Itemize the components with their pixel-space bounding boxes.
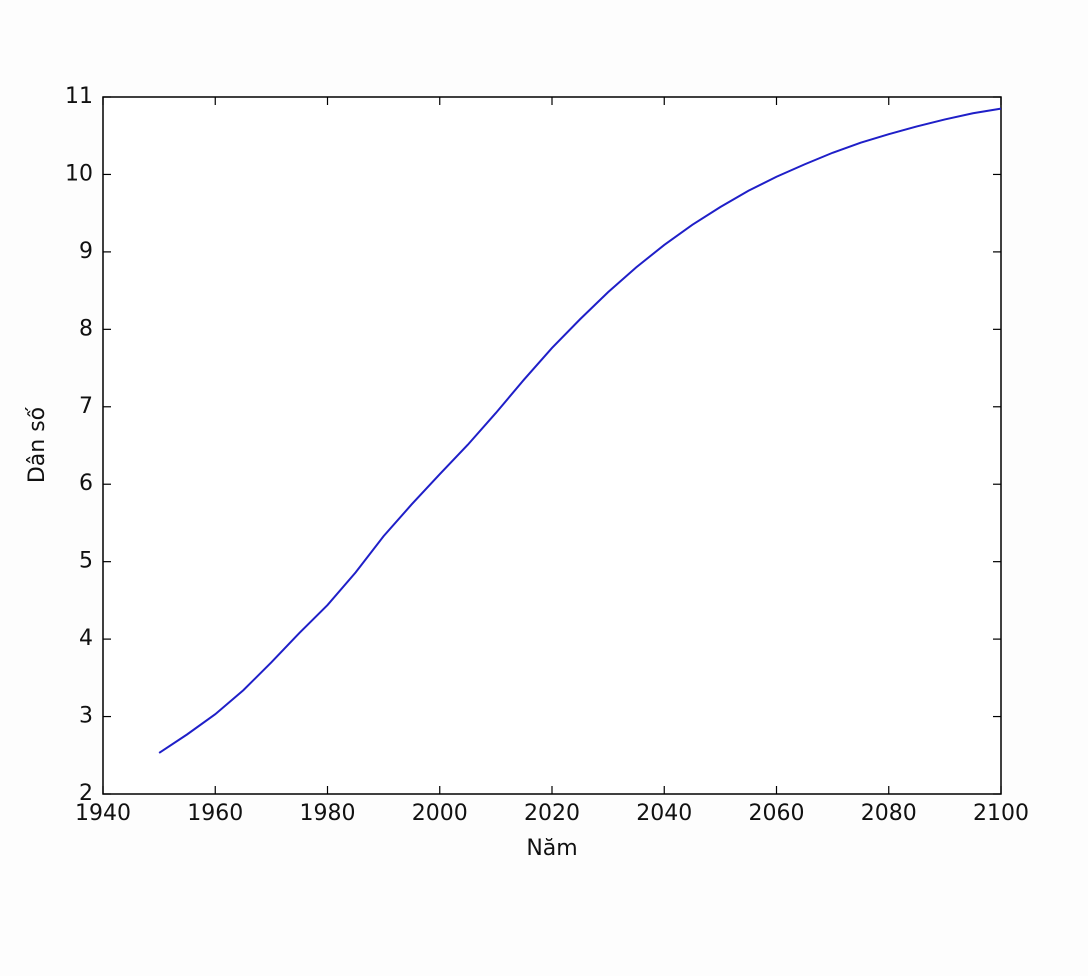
x-tick-label: 2040 — [636, 801, 692, 826]
x-tick-label: 2020 — [524, 801, 580, 826]
y-tick-label: 2 — [79, 781, 93, 806]
y-tick-label: 6 — [79, 471, 93, 496]
plot-frame — [102, 96, 1002, 795]
x-tick-label: 2000 — [412, 801, 468, 826]
y-tick-label: 11 — [65, 84, 93, 109]
data-line — [158, 107, 1002, 754]
y-tick-label: 9 — [79, 239, 93, 264]
x-tick-label: 1980 — [300, 801, 356, 826]
y-tick-label: 10 — [65, 161, 93, 186]
y-tick-label: 4 — [79, 626, 93, 651]
x-tick-label: 2100 — [973, 801, 1029, 826]
y-tick-label: 7 — [79, 394, 93, 419]
y-tick-label: 5 — [79, 549, 93, 574]
x-tick-label: 2060 — [749, 801, 805, 826]
x-tick-label: 1940 — [75, 801, 131, 826]
x-tick-label: 1960 — [187, 801, 243, 826]
x-axis-label: Năm — [526, 836, 577, 861]
y-tick-label: 3 — [79, 704, 93, 729]
y-axis-label: Dân số — [25, 406, 50, 483]
y-tick-label: 8 — [79, 316, 93, 341]
x-tick-label: 2080 — [861, 801, 917, 826]
